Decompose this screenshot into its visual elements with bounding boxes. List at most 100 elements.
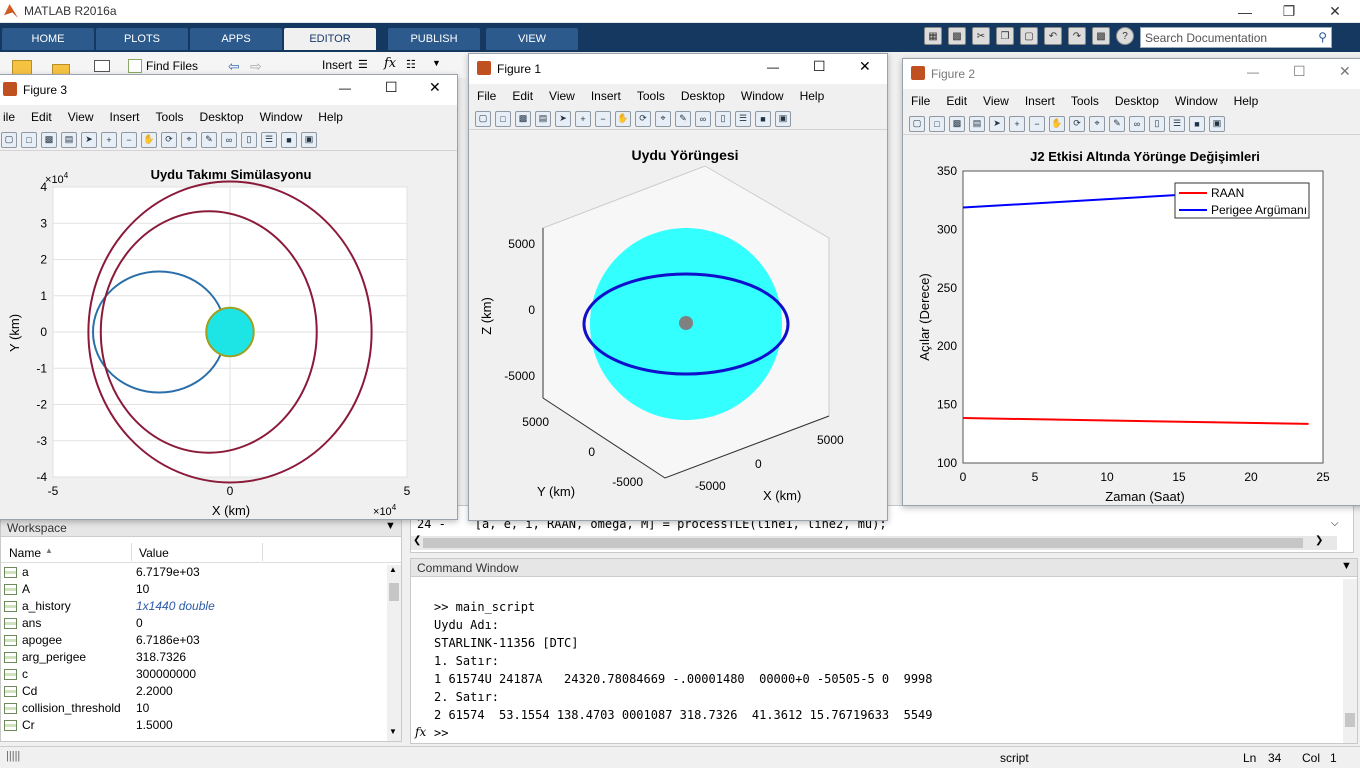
menu-tools[interactable]: Tools	[636, 89, 665, 103]
help-icon[interactable]: ?	[1116, 27, 1134, 45]
menu-help[interactable]: Help	[318, 110, 343, 124]
menu-view[interactable]: View	[67, 110, 94, 124]
minimize-icon[interactable]: —	[1238, 3, 1252, 20]
pointer-icon[interactable]: ➤	[81, 131, 97, 148]
command-window[interactable]: Command Window ▼	[410, 558, 1358, 744]
pointer-icon[interactable]: ➤	[989, 115, 1005, 132]
vscroll-up-icon[interactable]: ▲	[389, 565, 397, 574]
print-icon[interactable]	[94, 60, 110, 72]
figure-1-minimize-icon[interactable]: —	[767, 60, 779, 74]
copy-icon[interactable]: ❐	[996, 27, 1014, 45]
cmd-vscroll-thumb[interactable]	[1345, 713, 1355, 727]
open-file-icon[interactable]: □	[929, 115, 945, 132]
tab-publish[interactable]: PUBLISH	[388, 28, 480, 50]
col-name[interactable]: Name	[9, 546, 42, 560]
menu-desktop[interactable]: Desktop	[1114, 94, 1159, 108]
dock-icon[interactable]: ▣	[301, 131, 317, 148]
figure-3-minimize-icon[interactable]: —	[339, 81, 351, 95]
zoom-out-icon[interactable]: −	[595, 110, 611, 127]
menu-help[interactable]: Help	[1233, 94, 1259, 108]
menu-desktop[interactable]: Desktop	[680, 89, 725, 103]
figure-1-close-icon[interactable]: ✕	[859, 58, 871, 74]
pan-icon[interactable]: ✋	[141, 131, 157, 148]
col-divider-2[interactable]	[262, 543, 263, 561]
restore-icon[interactable]: ❐	[1282, 3, 1296, 19]
colorbar-icon[interactable]: ▯	[1149, 115, 1165, 132]
menu-view[interactable]: View	[983, 94, 1009, 108]
hide-tools-icon[interactable]: ■	[1189, 115, 1205, 132]
brush-icon[interactable]: ✎	[1109, 115, 1125, 132]
vscroll-thumb[interactable]	[389, 583, 399, 601]
search-documentation-input[interactable]: Search Documentation ⚲	[1140, 27, 1332, 48]
menu-file[interactable]: File	[911, 94, 931, 108]
figure-1-window[interactable]: Figure 1 — ☐ ✕ File Edit View Insert Too…	[468, 53, 888, 521]
menu-edit[interactable]: Edit	[31, 110, 52, 124]
zoom-in-icon[interactable]: +	[1009, 115, 1025, 132]
figure-2-close-icon[interactable]: ✕	[1339, 63, 1351, 79]
workspace-row[interactable]: Cr 1.5000	[0, 717, 385, 734]
figure-3-window[interactable]: Figure 3 — ☐ ✕ ile Edit View Insert Tool…	[0, 74, 458, 520]
link-icon[interactable]: ∞	[221, 131, 237, 148]
menu-window[interactable]: Window	[1174, 94, 1218, 108]
redo-icon[interactable]: ↷	[1068, 27, 1086, 45]
figure-2-maximize-icon[interactable]: ☐	[1293, 63, 1306, 79]
menu-file[interactable]: File	[477, 89, 497, 103]
scroll-down-icon[interactable]: ⌵	[1331, 518, 1339, 529]
zoom-in-icon[interactable]: +	[575, 110, 591, 127]
back-arrow-icon[interactable]: ⇦	[228, 58, 240, 74]
hide-tools-icon[interactable]: ■	[281, 131, 297, 148]
tab-apps[interactable]: APPS	[190, 28, 282, 50]
colorbar-icon[interactable]: ▯	[241, 131, 257, 148]
workspace-row[interactable]: apogee 6.7186e+03	[0, 632, 385, 649]
menu-file[interactable]: ile	[3, 110, 16, 124]
menu-insert[interactable]: Insert	[109, 110, 140, 124]
menu-window[interactable]: Window	[259, 110, 303, 124]
menu-desktop[interactable]: Desktop	[199, 110, 244, 124]
brush-icon[interactable]: ✎	[201, 131, 217, 148]
menu-edit[interactable]: Edit	[946, 94, 968, 108]
menu-tools[interactable]: Tools	[1070, 94, 1099, 108]
insert-comment-icon[interactable]: ☰	[358, 59, 368, 71]
tab-editor[interactable]: EDITOR	[284, 28, 376, 50]
figure-2-minimize-icon[interactable]: —	[1247, 65, 1259, 79]
figure-3-maximize-icon[interactable]: ☐	[385, 79, 398, 95]
figure-1-maximize-icon[interactable]: ☐	[813, 58, 826, 74]
zoom-out-icon[interactable]: −	[121, 131, 137, 148]
workspace-row[interactable]: a 6.7179e+03	[0, 564, 385, 581]
switch-windows-icon[interactable]: ▩	[1092, 27, 1110, 45]
data-cursor-icon[interactable]: ⌖	[1089, 115, 1105, 132]
dock-icon[interactable]: ▣	[775, 110, 791, 127]
link-icon[interactable]: ∞	[1129, 115, 1145, 132]
print-figure-icon[interactable]: ▤	[969, 115, 985, 132]
tab-plots[interactable]: PLOTS	[96, 28, 188, 50]
new-figure-icon[interactable]: ▢	[1, 131, 17, 148]
workspace-row[interactable]: ans 0	[0, 615, 385, 632]
open-file-icon[interactable]: □	[21, 131, 37, 148]
pan-icon[interactable]: ✋	[615, 110, 631, 127]
layout-icon[interactable]: ▦	[924, 27, 942, 45]
editor-hscroll[interactable]: ❮ ❯	[411, 535, 1337, 550]
print-figure-icon[interactable]: ▤	[535, 110, 551, 127]
workspace-row[interactable]: a_history 1x1440 double	[0, 598, 385, 615]
col-divider[interactable]	[131, 543, 132, 561]
workspace-options-icon[interactable]: ▼	[385, 520, 396, 532]
menu-tools[interactable]: Tools	[155, 110, 184, 124]
menu-insert[interactable]: Insert	[590, 89, 621, 103]
workspace-row[interactable]: Cd 2.2000	[0, 683, 385, 700]
menu-edit[interactable]: Edit	[512, 89, 534, 103]
scroll-left-icon[interactable]: ❮	[413, 535, 422, 546]
figure-2-plot[interactable]: J2 Etkisi Altında Yörünge Değişimleri 0 5…	[903, 143, 1360, 505]
paste-icon[interactable]: ▢	[1020, 27, 1038, 45]
figure-2-window[interactable]: Figure 2 — ☐ ✕ File Edit View Insert Too…	[902, 58, 1360, 506]
pointer-icon[interactable]: ➤	[555, 110, 571, 127]
save-figure-icon[interactable]: ▩	[515, 110, 531, 127]
save-icon[interactable]: ▩	[948, 27, 966, 45]
menu-view[interactable]: View	[549, 89, 575, 103]
zoom-in-icon[interactable]: +	[101, 131, 117, 148]
menu-window[interactable]: Window	[740, 89, 784, 103]
colorbar-icon[interactable]: ▯	[715, 110, 731, 127]
rotate-icon[interactable]: ⟳	[1069, 115, 1085, 132]
menu-help[interactable]: Help	[799, 89, 825, 103]
indent-icon[interactable]: ☷	[406, 59, 416, 71]
new-figure-icon[interactable]: ▢	[475, 110, 491, 127]
